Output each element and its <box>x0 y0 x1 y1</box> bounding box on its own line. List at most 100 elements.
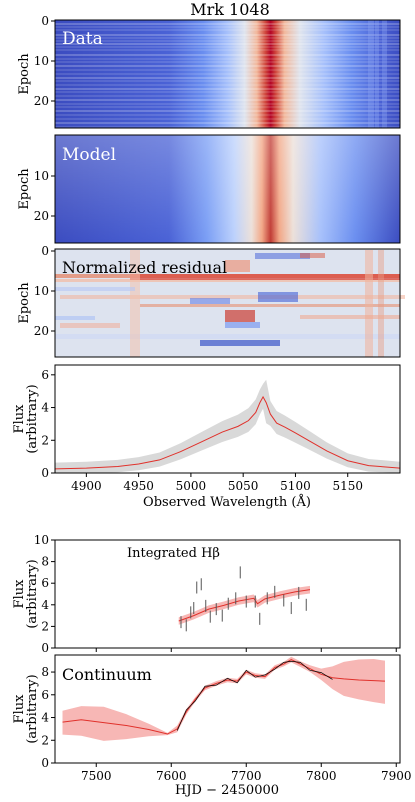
residual-cell <box>258 292 298 302</box>
ytick-label: 20 <box>34 324 49 338</box>
spectrum-line <box>54 395 401 470</box>
y-axis-label: Flux <box>12 579 27 609</box>
data-stripe <box>55 61 400 63</box>
y-axis-label: (arbitrary) <box>25 559 40 628</box>
data-stripe <box>55 40 400 42</box>
ytick-label: 10 <box>34 169 49 183</box>
ytick-label: 0 <box>41 244 49 258</box>
panel-label-data: Data <box>62 29 103 49</box>
data-stripe <box>55 77 400 79</box>
ytick-label: 0 <box>41 466 49 480</box>
data-heatmap <box>55 20 400 128</box>
residual-cell <box>55 316 95 320</box>
hbeta-annotation: Integrated Hβ <box>127 546 220 561</box>
data-stripe <box>55 99 400 101</box>
residual-cell <box>365 250 373 357</box>
y-axis-label: Epoch <box>17 168 32 210</box>
residual-cell <box>130 274 400 280</box>
data-stripe <box>55 34 400 36</box>
data-stripe <box>55 29 400 31</box>
figure-title: Mrk 1048 <box>190 0 270 19</box>
y-axis-label: Flux <box>12 404 27 434</box>
residual-cell <box>200 340 280 346</box>
data-stripe <box>368 20 374 128</box>
residual-cell <box>60 323 120 328</box>
xtick-label: 7900 <box>381 769 412 783</box>
panel-label-continuum: Continuum <box>62 665 152 684</box>
y-axis-label: Flux <box>12 694 27 724</box>
y-axis-label: Epoch <box>17 282 32 324</box>
residual-cell <box>55 279 400 282</box>
ytick-label: 0 <box>41 641 49 655</box>
residual-cell <box>300 315 400 319</box>
ytick-label: 0 <box>41 756 49 770</box>
continuum-observed <box>176 660 333 731</box>
continuum-line <box>62 658 386 735</box>
residual-cell <box>300 253 325 258</box>
ytick-label: 10 <box>34 284 49 298</box>
data-stripe <box>55 110 400 112</box>
panel-hbeta: 0 2 4 6 8 10 Integrated Hβ Flux (arbitrary) <box>12 533 401 655</box>
data-stripe <box>375 20 379 128</box>
data-stripe <box>55 49 400 51</box>
xtick-label: 7600 <box>156 769 187 783</box>
data-stripe <box>55 69 400 71</box>
data-stripe <box>55 84 400 86</box>
x-axis-label: Observed Wavelength (Å) <box>143 494 311 510</box>
ytick-label: 4 <box>41 711 49 725</box>
ytick-label: 8 <box>41 665 49 679</box>
data-stripe <box>55 26 400 28</box>
xtick-label: 5050 <box>228 479 259 493</box>
data-stripe <box>55 95 400 97</box>
y-axis-label: Epoch <box>17 53 32 95</box>
data-stripe <box>55 122 400 124</box>
xtick-label: 4950 <box>123 479 154 493</box>
y-axis-label: (arbitrary) <box>25 674 40 743</box>
ytick-label: 0 <box>41 14 49 28</box>
residual-cell <box>130 250 140 357</box>
data-stripe <box>55 103 400 105</box>
residual-cell <box>190 298 230 304</box>
residual-cell <box>140 304 400 307</box>
data-stripe <box>55 23 400 25</box>
data-stripe <box>382 20 387 128</box>
residual-cell <box>225 322 260 328</box>
panel-continuum: 0 2 4 6 8 7500 7600 7700 7800 7900 Continuum HJD … <box>12 654 412 798</box>
residual-cell <box>55 287 135 291</box>
x-axis-label: HJD − 2450000 <box>175 783 279 798</box>
ytick-label: 6 <box>41 576 49 590</box>
ytick-label: 8 <box>41 555 49 569</box>
ytick-label: 2 <box>41 433 49 447</box>
data-stripe <box>55 43 400 45</box>
hbeta-points <box>180 566 307 632</box>
data-stripe <box>55 126 400 128</box>
ytick-label: 6 <box>41 368 49 382</box>
residual-cell <box>60 295 405 299</box>
ytick-label: 4 <box>41 598 49 612</box>
residual-cell <box>225 310 255 322</box>
continuum-uncertainty-band <box>62 656 385 741</box>
ytick-label: 10 <box>34 533 49 547</box>
panel-spectrum: 0 2 4 6 4900 4950 5000 5050 5100 5150 Observed Wa… <box>12 364 401 510</box>
y-axis-label: (arbitrary) <box>25 384 40 453</box>
xtick-label: 7700 <box>231 769 262 783</box>
ytick-label: 6 <box>41 688 49 702</box>
ytick-label: 10 <box>34 54 49 68</box>
panel-residual: Normalized residual 0 10 20 Epoch <box>17 244 405 358</box>
residual-cell <box>255 253 310 259</box>
data-stripe <box>55 80 400 82</box>
xtick-label: 4900 <box>71 479 102 493</box>
xtick-label: 7800 <box>306 769 337 783</box>
continuum-axes: 0 2 4 6 8 7500 7600 7700 7800 7900 <box>41 665 411 783</box>
data-stripe <box>55 46 400 48</box>
data-stripe <box>55 54 400 56</box>
data-stripe <box>55 118 400 120</box>
data-stripes <box>55 20 400 128</box>
ytick-label: 2 <box>41 619 49 633</box>
spectrum-uncertainty-band <box>55 379 400 473</box>
data-stripe <box>55 58 400 60</box>
ytick-label: 4 <box>41 401 49 415</box>
xtick-label: 7500 <box>81 769 112 783</box>
spectrum-axes: 0 2 4 6 4900 4950 5000 5050 5100 5150 <box>41 368 363 493</box>
